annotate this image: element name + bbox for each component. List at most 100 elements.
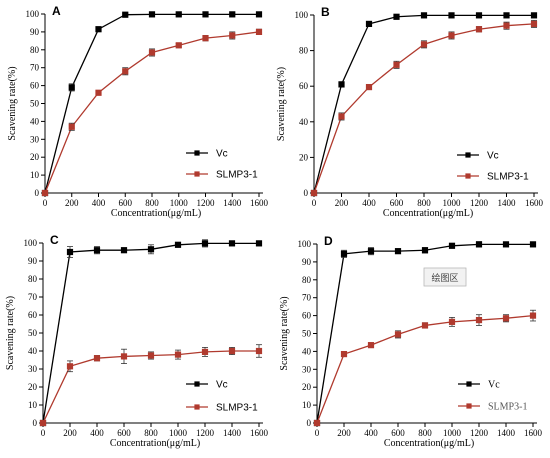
panel-letter: D [324,234,333,248]
x-tick-label: 800 [417,198,431,208]
x-axis-title: Concentration(μg/mL) [110,438,200,449]
y-tick-label: 20 [30,152,40,162]
data-point [122,68,129,75]
x-tick-label: 0 [41,428,46,438]
data-point [393,61,400,68]
data-point [95,89,102,96]
y-tick-label: 90 [28,256,38,266]
y-axis-title: Scavening rate(%) [7,66,18,140]
legend-swatch-marker [466,381,472,387]
x-tick-label: 1200 [470,428,489,438]
y-tick-label: 40 [299,117,309,127]
y-tick-label: 40 [30,116,40,126]
y-tick-label: 80 [28,274,38,284]
data-point [255,11,263,18]
data-point [340,250,348,257]
data-point [313,419,321,427]
x-tick-label: 800 [144,428,158,438]
y-axis-title: Scavening rate(%) [5,296,16,370]
y-tick-label: 70 [30,63,40,73]
legend: Vc SLMP3-1 [457,151,529,183]
legend-swatch-marker [465,173,471,179]
legend-swatch-marker [194,150,200,156]
data-point [95,26,102,33]
x-tick-label: 0 [43,198,48,208]
data-point [229,11,236,18]
x-tick-label: 600 [119,198,133,208]
y-tick-label: 70 [302,293,312,303]
x-tick-label: 800 [418,428,432,438]
legend-label: SLMP3-1 [216,170,258,181]
data-point [340,350,348,358]
data-point [338,113,345,120]
data-point [68,123,75,130]
data-point [338,81,345,88]
data-point [228,240,236,247]
x-tick-label: 1600 [250,428,269,438]
x-tick-label: 400 [90,428,104,438]
series-vc [310,12,538,197]
x-tick-label: 1200 [196,428,215,438]
y-tick-label: 70 [28,292,38,302]
data-point [448,318,456,325]
data-point [93,247,101,254]
data-point [421,247,429,254]
x-tick-label: 0 [312,198,317,208]
data-point [66,363,74,370]
panel-letter: C [50,233,59,247]
data-point [530,12,538,19]
x-tick-label: 400 [364,428,378,438]
x-tick-label: 1000 [443,428,462,438]
y-tick-label: 40 [302,346,312,356]
y-tick-label: 80 [30,45,40,55]
x-tick-label: 400 [362,198,376,208]
y-tick-label: 0 [33,418,38,428]
x-axis-title: Concentration(μg/mL) [383,208,473,219]
data-point [147,246,155,253]
y-tick-label: 10 [30,170,40,180]
data-point [394,331,402,338]
y-tick-label: 100 [295,10,309,20]
data-point [174,241,182,248]
data-point [93,355,101,362]
data-point [120,353,128,360]
series-vc [41,11,263,197]
y-tick-label: 20 [302,382,312,392]
series-slmp3-1 [313,309,537,427]
x-tick-label: 1600 [250,198,269,208]
y-tick-label: 100 [298,239,312,249]
y-tick-label: 90 [30,27,40,37]
data-point [502,241,510,248]
y-tick-label: 60 [299,81,309,91]
y-tick-label: 100 [24,238,38,248]
x-tick-label: 800 [145,198,159,208]
y-axis-title: Scavening rate(%) [279,296,290,370]
x-tick-label: 1000 [169,428,188,438]
legend: Vc SLMP3-1 [186,380,258,414]
data-point [475,12,483,19]
data-point [529,241,537,248]
legend: Vc SLMP3-1 [186,149,258,181]
legend-swatch-marker [465,152,471,158]
data-point [202,35,209,42]
data-point [310,189,318,197]
y-tick-label: 0 [307,418,312,428]
x-tick-label: 1400 [223,198,242,208]
y-tick-label: 0 [304,188,309,198]
x-tick-label: 1400 [498,198,517,208]
x-axis-title: Concentration(μg/mL) [384,438,474,449]
legend-swatch-marker [466,403,472,409]
data-point [475,241,483,248]
y-tick-label: 20 [299,152,309,162]
x-tick-label: 1000 [443,198,462,208]
x-tick-label: 200 [335,198,349,208]
x-tick-label: 1400 [497,428,516,438]
x-tick-label: 1200 [197,198,216,208]
series-line [42,242,259,424]
data-point [475,26,483,33]
data-point [503,22,510,29]
